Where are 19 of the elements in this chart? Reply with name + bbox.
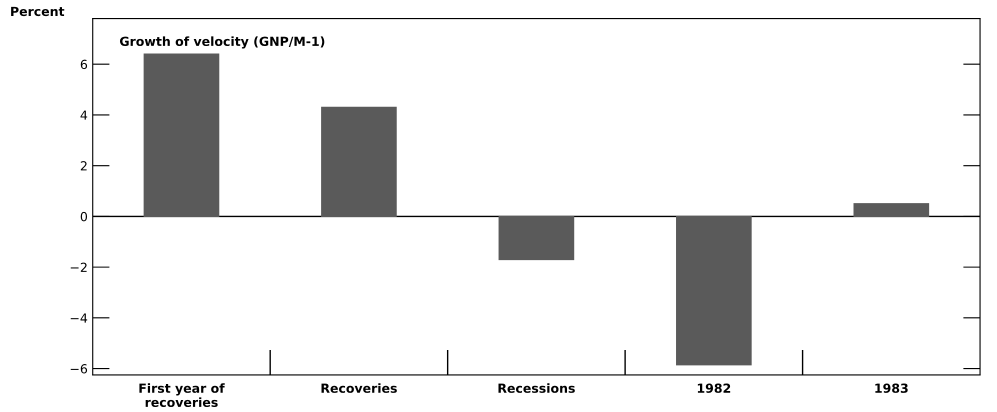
bar bbox=[321, 106, 397, 217]
y-tick-label: −6 bbox=[70, 364, 88, 374]
y-tick-label: 4 bbox=[80, 110, 88, 120]
bar bbox=[676, 216, 752, 366]
y-tick-label: 6 bbox=[80, 60, 88, 70]
bar bbox=[144, 53, 220, 217]
x-tick-label: 1983 bbox=[875, 383, 908, 393]
x-tick-label: 1982 bbox=[698, 383, 730, 393]
y-tick-label: 0 bbox=[80, 212, 88, 222]
y-tick-label: 2 bbox=[80, 161, 87, 170]
x-tick-label: Recoveries bbox=[322, 383, 397, 393]
y-tick-label: −2 bbox=[70, 262, 87, 272]
x-tick-label: Recessions bbox=[498, 383, 575, 393]
y-axis-title: Percent bbox=[11, 6, 64, 16]
bar bbox=[498, 216, 574, 260]
x-tick-label: First year of recoveries bbox=[139, 383, 225, 408]
bar bbox=[853, 203, 930, 217]
y-tick-label: −4 bbox=[70, 313, 88, 323]
text: Growth of velocity (GNP/M-1) bbox=[120, 36, 324, 49]
